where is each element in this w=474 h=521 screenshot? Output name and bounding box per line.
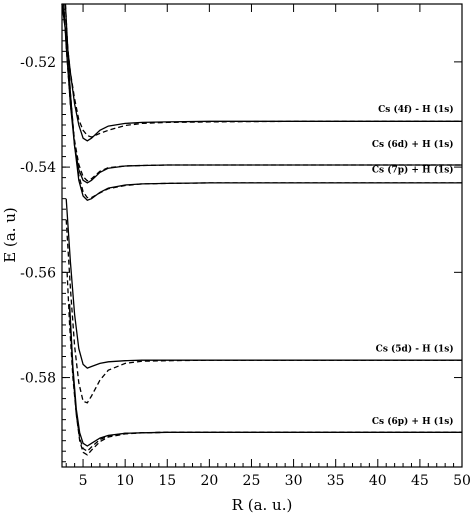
series-line-4	[63, 3, 462, 182]
x-tick-label: 10	[116, 473, 134, 489]
x-tick-label: 5	[79, 473, 88, 489]
plot-frame	[61, 3, 463, 468]
x-tick-label: 50	[453, 473, 471, 489]
y-tick-label: -0.58	[20, 371, 56, 387]
x-tick-label: 30	[285, 473, 303, 489]
curve-annotation: Cs (5d) - H (1s)	[376, 343, 454, 354]
series-line-3	[63, 3, 462, 184]
curve-annotation: Cs (6d) + H (1s)	[372, 139, 454, 150]
series-line-11	[66, 272, 462, 453]
curve-annotation: Cs (4f) - H (1s)	[378, 104, 454, 115]
series-line-1	[61, 3, 462, 142]
y-axis-title: E (a. u)	[1, 207, 19, 263]
x-tick-label: 20	[200, 473, 218, 489]
curves-layer	[61, 3, 462, 456]
x-tick-label: 40	[369, 473, 387, 489]
curve-annotation: Cs (6p) + H (1s)	[372, 416, 454, 427]
series-line-7	[65, 198, 462, 369]
ticks-layer	[62, 4, 463, 467]
x-tick-label: 25	[243, 473, 261, 489]
series-line-8	[65, 219, 462, 404]
x-axis-title: R (a. u.)	[232, 496, 293, 514]
y-tick-label: -0.56	[20, 265, 56, 281]
y-tick-label: -0.52	[20, 55, 56, 71]
x-tick-label: 15	[158, 473, 176, 489]
x-tick-label: 35	[327, 473, 345, 489]
labels-layer: 5 10 15 20 25 30 35 40 45 50 -0.52 -0.54 -0.56 -0.58 C…	[20, 55, 471, 489]
x-tick-label: 45	[411, 473, 429, 489]
curve-annotation: Cs (7p) + H (1s)	[372, 164, 454, 175]
series-line-6	[64, 3, 462, 199]
series-line-2	[61, 3, 462, 138]
y-tick-label: -0.54	[20, 160, 56, 176]
